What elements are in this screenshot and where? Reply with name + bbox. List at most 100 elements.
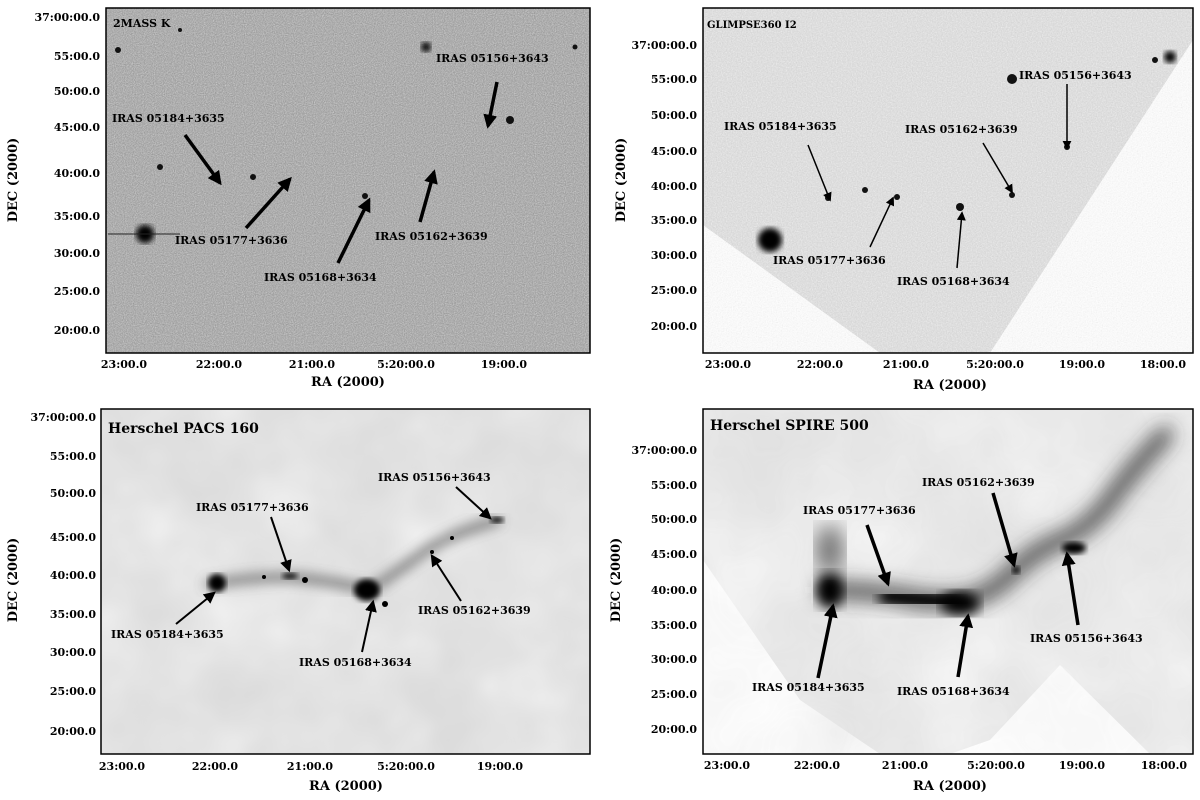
y-tick-label: 37:00:00.0 — [30, 411, 96, 424]
y-tick-label: 35:00.0 — [651, 619, 698, 632]
x-axis-label: RA (2000) — [311, 375, 385, 390]
y-tick-label: 30:00.0 — [50, 646, 97, 659]
x-tick-label: 5:20:00.0 — [967, 759, 1025, 772]
y-tick-labels: 37:00:00.0 55:00.0 50:00.0 45:00.0 40:00… — [631, 444, 697, 736]
x-tick-label: 21:00.0 — [883, 358, 930, 371]
source-label-05156: IRAS 05156+3643 — [1030, 632, 1143, 645]
source-label-05184: IRAS 05184+3635 — [724, 120, 837, 133]
y-tick-label: 50:00.0 — [50, 487, 97, 500]
x-tick-label: 22:00.0 — [794, 759, 841, 772]
y-tick-label: 55:00.0 — [651, 479, 698, 492]
arrow-05156 — [1061, 551, 1080, 626]
panel-glimpse-image — [703, 8, 1193, 353]
y-tick-label: 37:00:00.0 — [631, 444, 697, 457]
y-tick-label: 40:00.0 — [651, 180, 698, 193]
x-tick-label: 19:00.0 — [477, 760, 524, 773]
source-label-05168: IRAS 05168+3634 — [897, 275, 1010, 288]
y-axis-label: DEC (2000) — [614, 138, 629, 223]
x-tick-label: 19:00.0 — [481, 358, 528, 371]
panel-herschel-pacs-160: Herschel PACS 160 IRAS 05184+3635 IRAS 0… — [6, 408, 591, 794]
arrow-05184 — [183, 133, 222, 186]
source-label-05168: IRAS 05168+3634 — [299, 656, 412, 669]
y-tick-label: 40:00.0 — [50, 569, 97, 582]
arrow-05177 — [270, 516, 292, 573]
x-tick-label: 22:00.0 — [797, 358, 844, 371]
arrow-05168 — [956, 211, 966, 269]
y-tick-label: 35:00.0 — [54, 210, 101, 223]
y-tick-label: 25:00.0 — [651, 284, 698, 297]
y-tick-label: 45:00.0 — [50, 531, 97, 544]
arrow-05162 — [991, 492, 1018, 568]
x-tick-labels: 23:00.0 22:00.0 21:00.0 5:20:00.0 19:00.… — [704, 759, 1188, 772]
y-tick-label: 37:00:00.0 — [34, 11, 100, 24]
y-tick-label: 40:00.0 — [651, 584, 698, 597]
x-tick-labels: 23:00.0 22:00.0 21:00.0 5:20:00.0 19:00.… — [99, 760, 524, 773]
source-label-05162: IRAS 05162+3639 — [922, 476, 1035, 489]
x-tick-label: 22:00.0 — [196, 358, 243, 371]
source-label-05162: IRAS 05162+3639 — [905, 123, 1018, 136]
y-tick-label: 25:00.0 — [50, 685, 97, 698]
x-axis-label: RA (2000) — [913, 378, 987, 393]
arrow-05156 — [483, 81, 499, 129]
panel-pacs-image — [101, 409, 590, 754]
x-tick-label: 21:00.0 — [882, 759, 929, 772]
source-label-05156: IRAS 05156+3643 — [378, 471, 491, 484]
y-tick-labels: 37:00:00.0 55:00.0 50:00.0 45:00.0 40:00… — [631, 39, 697, 333]
y-tick-label: 50:00.0 — [651, 513, 698, 526]
arrow-05184 — [807, 144, 832, 202]
y-tick-label: 30:00.0 — [54, 247, 101, 260]
x-tick-label: 19:00.0 — [1059, 358, 1106, 371]
source-label-05156: IRAS 05156+3643 — [1019, 69, 1132, 82]
y-tick-label: 45:00.0 — [651, 548, 698, 561]
source-label-05184: IRAS 05184+3635 — [112, 112, 225, 125]
x-tick-label: 21:00.0 — [289, 358, 336, 371]
arrow-05156 — [455, 486, 492, 520]
y-axis-label: DEC (2000) — [609, 538, 624, 623]
source-label-05168: IRAS 05168+3634 — [264, 271, 377, 284]
x-tick-label: 19:00.0 — [1059, 759, 1106, 772]
y-tick-labels: 37:00:00.0 55:00.0 50:00.0 45:00.0 40:00… — [30, 411, 96, 738]
y-axis-label: DEC (2000) — [6, 138, 21, 223]
x-tick-label: 23:00.0 — [99, 760, 146, 773]
panel-title: Herschel SPIRE 500 — [710, 418, 869, 434]
x-tick-label: 22:00.0 — [192, 760, 239, 773]
y-tick-label: 20:00.0 — [54, 324, 101, 337]
y-tick-label: 40:00.0 — [54, 167, 101, 180]
y-tick-label: 55:00.0 — [50, 450, 97, 463]
source-label-05177: IRAS 05177+3636 — [773, 254, 886, 267]
panel-2mass-k-image — [106, 8, 590, 353]
arrow-05168 — [956, 613, 974, 678]
arrow-05177 — [865, 524, 891, 587]
source-label-05162: IRAS 05162+3639 — [375, 230, 488, 243]
panel-herschel-spire-500: Herschel SPIRE 500 IRAS 05184+3635 IRAS … — [609, 408, 1194, 794]
y-tick-label: 35:00.0 — [651, 214, 698, 227]
x-axis-label: RA (2000) — [309, 779, 383, 794]
arrow-05184 — [816, 603, 838, 679]
y-tick-label: 25:00.0 — [54, 285, 101, 298]
source-label-05177: IRAS 05177+3636 — [196, 501, 309, 514]
arrow-05168 — [336, 197, 371, 264]
source-label-05168: IRAS 05168+3634 — [897, 685, 1010, 698]
panel-title: Herschel PACS 160 — [108, 421, 259, 437]
panel-title: 2MASS K — [113, 17, 171, 30]
source-label-05162: IRAS 05162+3639 — [418, 604, 531, 617]
y-tick-label: 45:00.0 — [54, 121, 101, 134]
x-tick-label: 5:20:00.0 — [377, 358, 435, 371]
x-tick-label: 21:00.0 — [287, 760, 334, 773]
y-tick-label: 55:00.0 — [54, 50, 101, 63]
arrow-05177 — [869, 196, 895, 248]
y-tick-label: 50:00.0 — [54, 85, 101, 98]
source-label-05177: IRAS 05177+3636 — [803, 504, 916, 517]
y-tick-label: 20:00.0 — [651, 320, 698, 333]
x-tick-labels: 23:00.0 22:00.0 21:00.0 5:20:00.0 19:00.… — [705, 358, 1187, 371]
y-tick-label: 25:00.0 — [651, 688, 698, 701]
y-tick-label: 30:00.0 — [651, 653, 698, 666]
x-axis-label: RA (2000) — [913, 779, 987, 794]
y-tick-label: 30:00.0 — [651, 249, 698, 262]
source-label-05177: IRAS 05177+3636 — [175, 234, 288, 247]
panel-title: GLIMPSE360 I2 — [707, 20, 797, 31]
arrow-05184 — [175, 591, 216, 625]
y-tick-label: 20:00.0 — [651, 723, 698, 736]
source-label-05156: IRAS 05156+3643 — [436, 52, 549, 65]
